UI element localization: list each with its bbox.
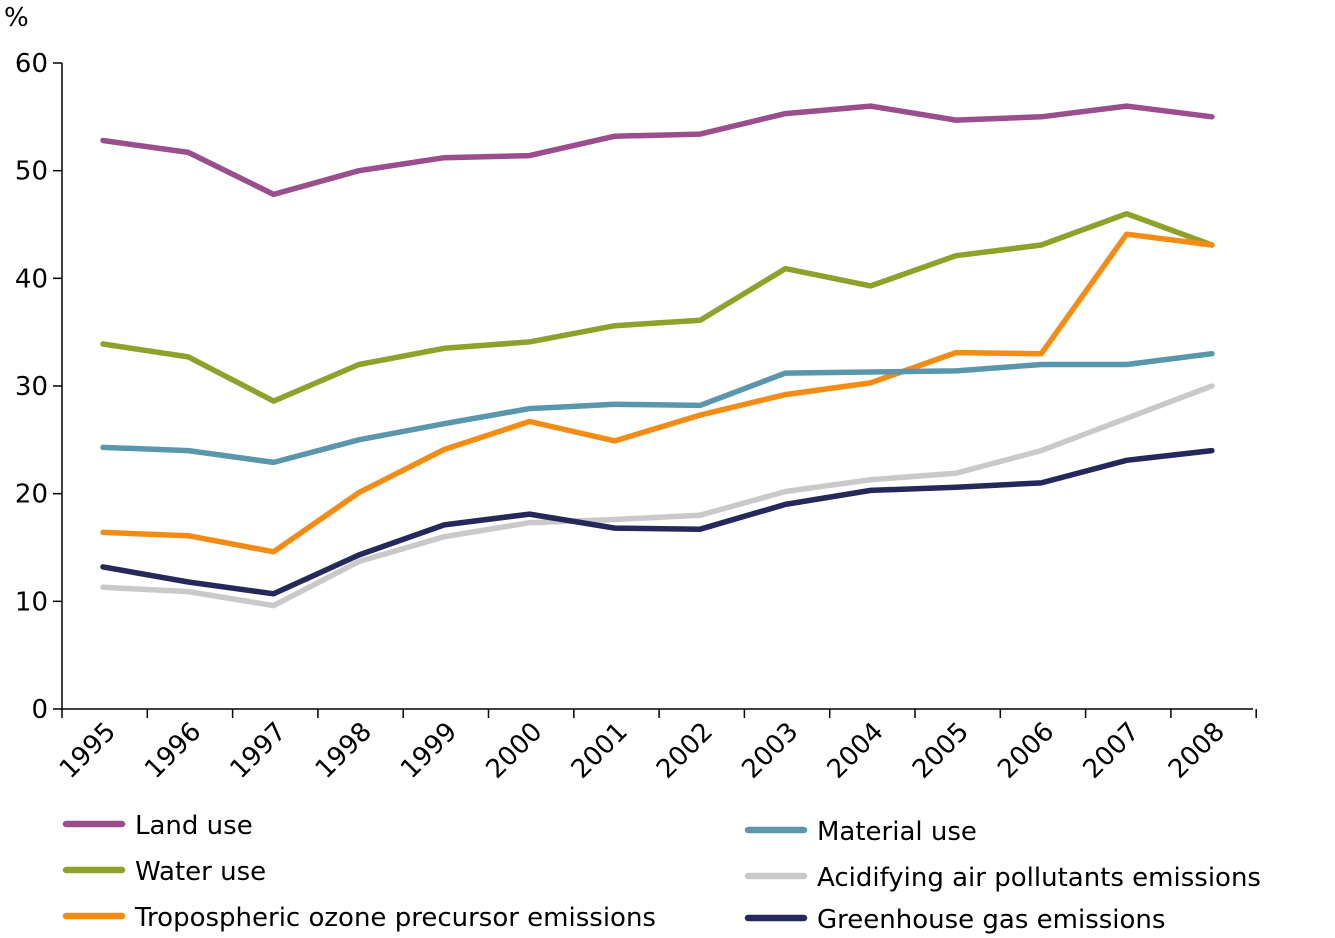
y-axis-unit-label: % — [4, 3, 29, 33]
series-line-acidifying-air-pollutants-emissions — [100, 383, 1215, 609]
y-tick-label: 20 — [15, 480, 48, 510]
y-tick-label: 30 — [15, 372, 48, 402]
x-tick-label: 2006 — [992, 717, 1060, 785]
legend-label: Water use — [135, 857, 266, 887]
legend-item-acidifying-air-pollutants-emissions: Acidifying air pollutants emissions — [744, 863, 1261, 893]
legend-item-water-use: Water use — [62, 857, 266, 887]
legend-label: Material use — [817, 817, 977, 847]
series-line-water-use — [100, 210, 1215, 404]
x-tick-label: 1997 — [225, 717, 293, 785]
y-tick-label: 40 — [15, 264, 48, 294]
x-tick-label: 2007 — [1078, 717, 1146, 785]
legend-label: Tropospheric ozone precursor emissions — [134, 903, 656, 933]
x-tick-label: 2004 — [822, 717, 890, 785]
legend-label: Land use — [135, 811, 253, 841]
series-line-tropospheric-ozone-precursor-emissions — [100, 231, 1215, 555]
y-tick-label: 10 — [15, 587, 48, 617]
series-lines — [100, 103, 1215, 609]
x-tick-label: 2005 — [907, 717, 975, 785]
legend-item-greenhouse-gas-emissions: Greenhouse gas emissions — [744, 905, 1165, 935]
x-tick-label: 1999 — [395, 717, 463, 785]
x-tick-label: 2003 — [736, 717, 804, 785]
y-tick-label: 0 — [31, 695, 48, 725]
legend-item-land-use: Land use — [62, 811, 253, 841]
series-line-land-use — [100, 103, 1215, 198]
legend-item-tropospheric-ozone-precursor-emissions: Tropospheric ozone precursor emissions — [62, 903, 656, 933]
x-tick-label: 2001 — [566, 717, 634, 785]
x-tick-label: 1998 — [310, 717, 378, 785]
x-axis-ticks: 1995 1996 1997 1998 1999 2000 2001 2002 2003 2004… — [54, 709, 1257, 785]
y-axis-ticks: 0 10 20 30 40 50 60 — [15, 49, 62, 725]
legend-label: Greenhouse gas emissions — [817, 905, 1165, 935]
legend-label: Acidifying air pollutants emissions — [817, 863, 1261, 893]
y-tick-label: 60 — [15, 49, 48, 79]
legend-item-material-use: Material use — [744, 817, 977, 847]
x-tick-label: 1995 — [54, 717, 122, 785]
series-line-greenhouse-gas-emissions — [100, 447, 1215, 597]
x-tick-label: 1996 — [139, 717, 207, 785]
x-tick-label: 2008 — [1163, 717, 1231, 785]
x-tick-label: 2000 — [480, 717, 548, 785]
series-line-material-use — [100, 350, 1215, 466]
y-tick-label: 50 — [15, 157, 48, 187]
legend: Land use Water use Tropospheric ozone prec… — [62, 811, 1261, 935]
x-tick-label: 2002 — [651, 717, 719, 785]
